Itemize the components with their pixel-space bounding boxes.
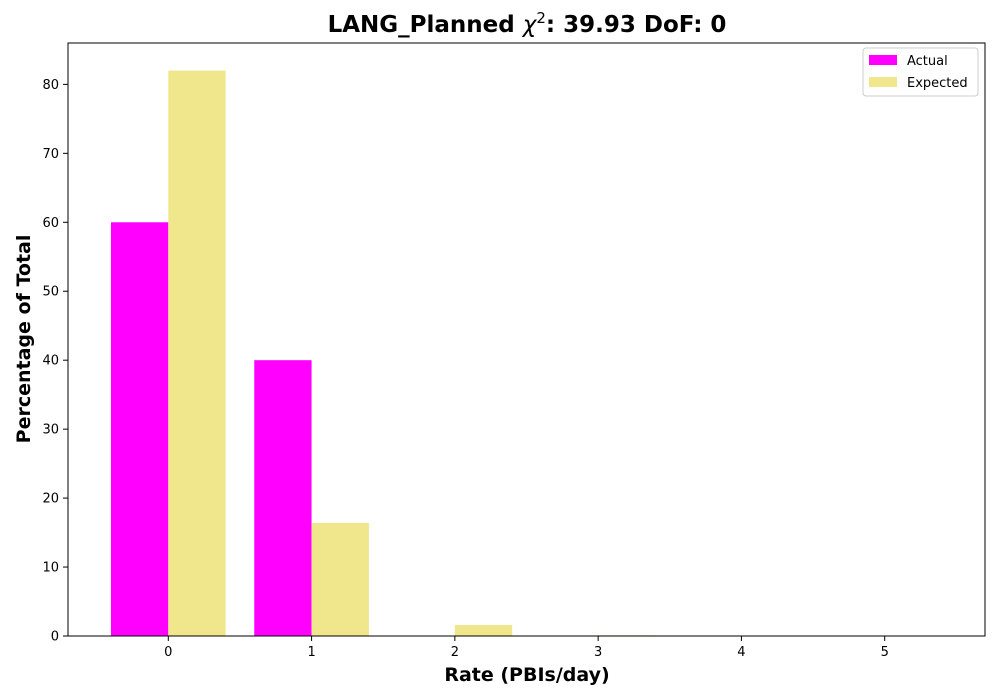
- y-tick-label: 40: [42, 354, 59, 369]
- x-tick-label: 2: [451, 645, 459, 660]
- chart-title: LANG_Planned χ2: 39.93 DoF: 0: [328, 9, 727, 38]
- bar-actual-0: [110, 222, 169, 637]
- x-tick-label: 3: [594, 645, 602, 660]
- x-tick-label: 0: [164, 645, 172, 660]
- y-tick-label: 30: [42, 423, 59, 438]
- y-tick-label: 50: [42, 285, 59, 300]
- chart-title-suffix: : 39.93 DoF: 0: [546, 12, 727, 38]
- x-axis-label: Rate (PBIs/day): [444, 664, 609, 686]
- bar-expected-0: [168, 70, 226, 636]
- chart-title-prefix: LANG_Planned: [328, 12, 523, 38]
- bars-layer: [110, 70, 656, 637]
- y-ticks: 0 10 20 30 40 50 60 70 80: [42, 78, 68, 645]
- plot-frame: [67, 42, 986, 637]
- x-tick-label: 4: [737, 645, 745, 660]
- bar-expected-1: [311, 522, 369, 636]
- x-tick-label: 5: [881, 645, 889, 660]
- y-tick-label: 0: [51, 630, 59, 645]
- chart-title-sup: 2: [536, 9, 546, 27]
- y-tick-label: 70: [42, 147, 59, 162]
- x-ticks: 0 1 2 3 4 5: [164, 636, 889, 660]
- legend: Actual Expected: [862, 47, 979, 97]
- legend-swatch-actual: [869, 55, 897, 65]
- y-tick-label: 20: [42, 492, 59, 507]
- legend-label-actual: Actual: [907, 54, 948, 69]
- y-tick-label: 80: [42, 78, 59, 93]
- bar-actual-1: [254, 360, 312, 636]
- bar-expected-2: [454, 624, 513, 636]
- y-tick-label: 60: [42, 216, 59, 231]
- legend-swatch-expected: [869, 77, 897, 87]
- y-axis-label: Percentage of Total: [13, 235, 35, 444]
- x-tick-label: 1: [307, 645, 315, 660]
- chart-title-chi: χ: [521, 12, 538, 38]
- legend-label-expected: Expected: [907, 76, 968, 91]
- y-tick-label: 10: [42, 561, 59, 576]
